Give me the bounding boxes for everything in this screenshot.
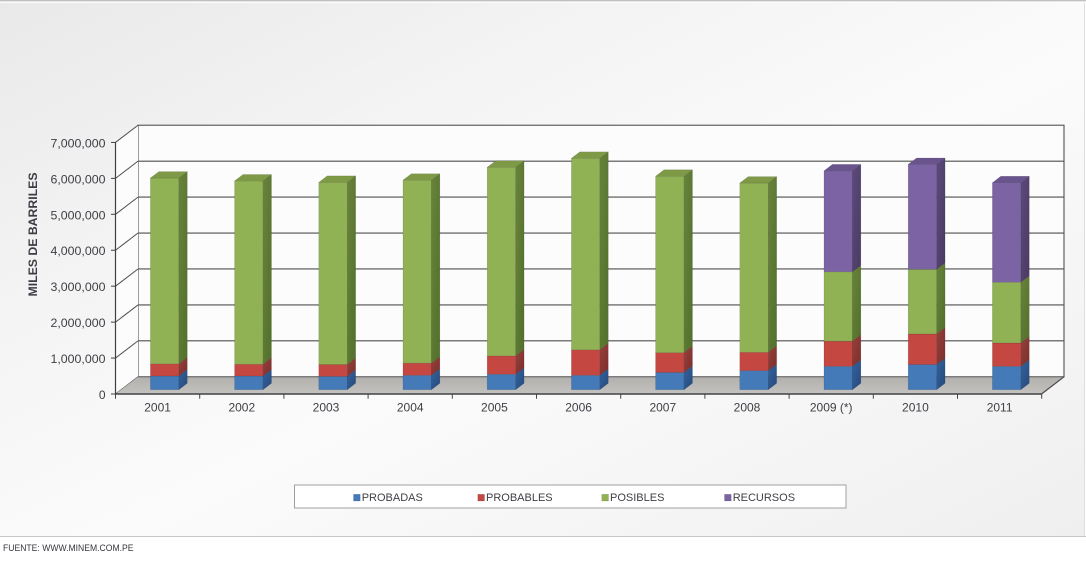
svg-text:FUENTE: WWW.MINEM.COM.PE: FUENTE: WWW.MINEM.COM.PE [3,543,134,553]
svg-text:RECURSOS: RECURSOS [733,492,795,504]
svg-text:2006: 2006 [565,401,592,415]
svg-text:PROBADAS: PROBADAS [362,492,423,504]
svg-text:2001: 2001 [144,401,171,415]
svg-text:MILES DE BARRILES: MILES DE BARRILES [26,173,40,297]
svg-text:2009 (*): 2009 (*) [810,401,853,415]
svg-text:6,000,000: 6,000,000 [51,172,106,186]
svg-text:2010: 2010 [902,401,929,415]
svg-text:2004: 2004 [397,401,424,415]
svg-text:2003: 2003 [313,401,340,415]
svg-text:POSIBLES: POSIBLES [610,492,664,504]
svg-text:2005: 2005 [481,401,508,415]
svg-text:2,000,000: 2,000,000 [51,316,106,330]
svg-text:2008: 2008 [734,401,761,415]
svg-text:3,000,000: 3,000,000 [51,280,106,294]
svg-text:2011: 2011 [987,401,1013,415]
svg-text:7,000,000: 7,000,000 [51,136,106,150]
svg-text:2007: 2007 [649,401,676,415]
svg-text:0: 0 [99,388,106,402]
svg-text:5,000,000: 5,000,000 [51,208,106,222]
svg-text:2002: 2002 [228,401,255,415]
svg-text:1,000,000: 1,000,000 [51,352,106,366]
svg-text:PROBABLES: PROBABLES [486,492,553,504]
svg-text:4,000,000: 4,000,000 [51,244,106,258]
